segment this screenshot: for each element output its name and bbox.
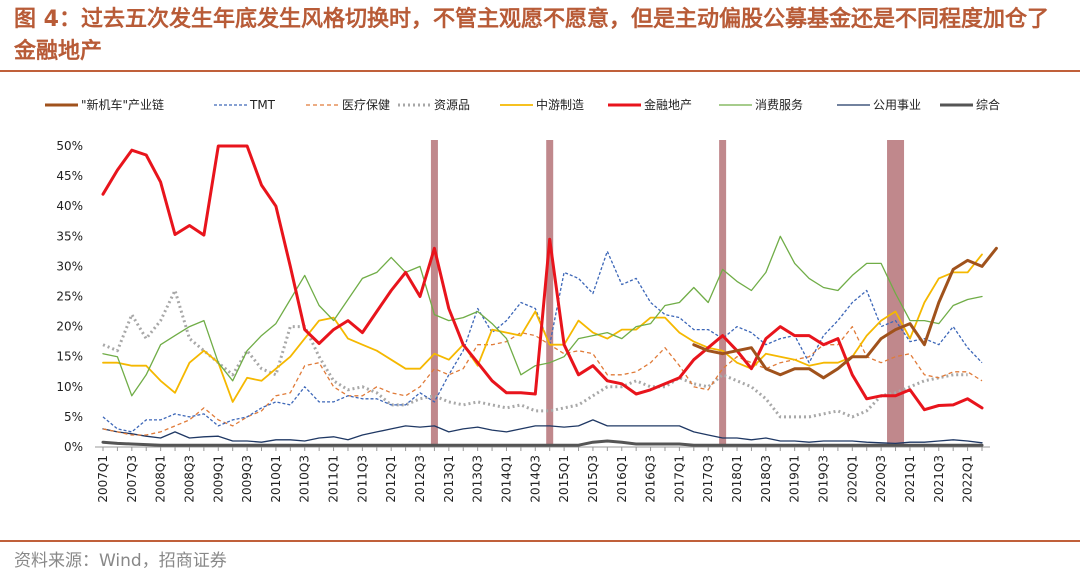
x-tick-label: 2009Q3 <box>240 455 254 503</box>
x-tick-label: 2013Q3 <box>471 455 485 503</box>
legend-label-6: 消费服务 <box>755 97 803 112</box>
chart-legend: "新机车"产业链 TMT 医疗保健 资源品 中游制造 金融地产 消费服务 公用事业 综合 <box>45 97 1000 112</box>
x-tick-label: 2009Q1 <box>211 455 225 503</box>
y-tick-label: 10% <box>56 380 83 394</box>
footer-divider <box>0 540 1080 542</box>
x-tick-label: 2008Q1 <box>154 455 168 503</box>
x-tick-label: 2017Q3 <box>701 455 715 503</box>
x-tick-label: 2020Q3 <box>874 455 888 503</box>
legend-label-8: 综合 <box>976 97 1000 112</box>
y-tick-label: 35% <box>56 229 83 243</box>
y-tick-label: 15% <box>56 350 83 364</box>
x-tick-label: 2008Q3 <box>182 455 196 503</box>
line-chart: "新机车"产业链 TMT 医疗保健 资源品 中游制造 金融地产 消费服务 公用事业 综合 0% 5… <box>45 97 1000 503</box>
x-tick-label: 2022Q1 <box>961 455 975 503</box>
highlight-band-2017Q4 <box>719 140 727 447</box>
series-line-7 <box>102 419 983 445</box>
series-lines <box>101 144 998 447</box>
x-tick-label: 2018Q3 <box>759 455 773 503</box>
figure-title: 图 4：过去五次发生年底发生风格切换时，不管主观愿不愿意，但是主动偏股公募基金还… <box>14 7 1049 64</box>
legend-label-7: 公用事业 <box>873 98 921 112</box>
legend-label-4: 中游制造 <box>536 97 584 112</box>
y-tick-label: 0% <box>64 440 83 454</box>
x-tick-label: 2019Q1 <box>788 455 802 503</box>
source-note: 资料来源：Wind，招商证券 <box>14 551 227 571</box>
series-line-6 <box>102 235 983 397</box>
series-line-2 <box>102 325 983 436</box>
legend-label-1: TMT <box>249 98 276 112</box>
x-tick-label: 2021Q1 <box>903 455 917 503</box>
x-tick-label: 2007Q3 <box>125 455 139 503</box>
y-axis: 0% 5% 10% 15% 20% 25% 30% 35% 40% 45% 50% <box>56 139 83 454</box>
x-tick-label: 2014Q1 <box>499 455 513 503</box>
x-tick-label: 2011Q3 <box>355 455 369 503</box>
title-divider <box>0 70 1080 72</box>
highlight-band-2014Q4 <box>546 140 554 447</box>
x-tick-label: 2012Q3 <box>413 455 427 503</box>
x-tick-label: 2016Q3 <box>644 455 658 503</box>
y-tick-label: 25% <box>56 290 83 304</box>
legend-label-0: "新机车"产业链 <box>81 97 164 112</box>
y-tick-label: 45% <box>56 169 83 183</box>
x-tick-label: 2012Q1 <box>384 455 398 503</box>
highlight-band-2012Q4 <box>430 140 438 447</box>
highlight-bands <box>430 140 905 447</box>
x-tick-label: 2016Q1 <box>615 455 629 503</box>
x-axis: 2007Q1 2007Q3 2008Q1 2008Q3 2009Q1 2009Q3 2010… <box>95 446 990 503</box>
series-line-0 <box>692 246 998 380</box>
x-tick-label: 2014Q3 <box>528 455 542 503</box>
x-tick-label: 2015Q1 <box>557 455 571 503</box>
x-tick-label: 2011Q1 <box>327 455 341 503</box>
x-tick-label: 2017Q1 <box>672 455 686 503</box>
y-tick-label: 30% <box>56 259 83 273</box>
series-line-5 <box>101 144 984 412</box>
x-tick-label: 2013Q1 <box>442 455 456 503</box>
y-tick-label: 20% <box>56 320 83 334</box>
y-tick-label: 40% <box>56 199 83 213</box>
x-tick-label: 2020Q1 <box>845 455 859 503</box>
x-tick-label: 2019Q3 <box>816 455 830 503</box>
series-line-8 <box>101 439 984 447</box>
y-tick-label: 50% <box>56 139 83 153</box>
x-tick-label: 2018Q1 <box>730 455 744 503</box>
legend-label-3: 资源品 <box>434 98 470 112</box>
x-tick-label: 2007Q1 <box>96 455 110 503</box>
legend-label-2: 医疗保健 <box>342 98 390 112</box>
x-tick-label: 2010Q3 <box>298 455 312 503</box>
x-tick-label: 2015Q3 <box>586 455 600 503</box>
legend-label-5: 金融地产 <box>644 97 692 112</box>
x-tick-label: 2010Q1 <box>269 455 283 503</box>
y-tick-label: 5% <box>64 410 83 424</box>
x-tick-label: 2021Q3 <box>932 455 946 503</box>
